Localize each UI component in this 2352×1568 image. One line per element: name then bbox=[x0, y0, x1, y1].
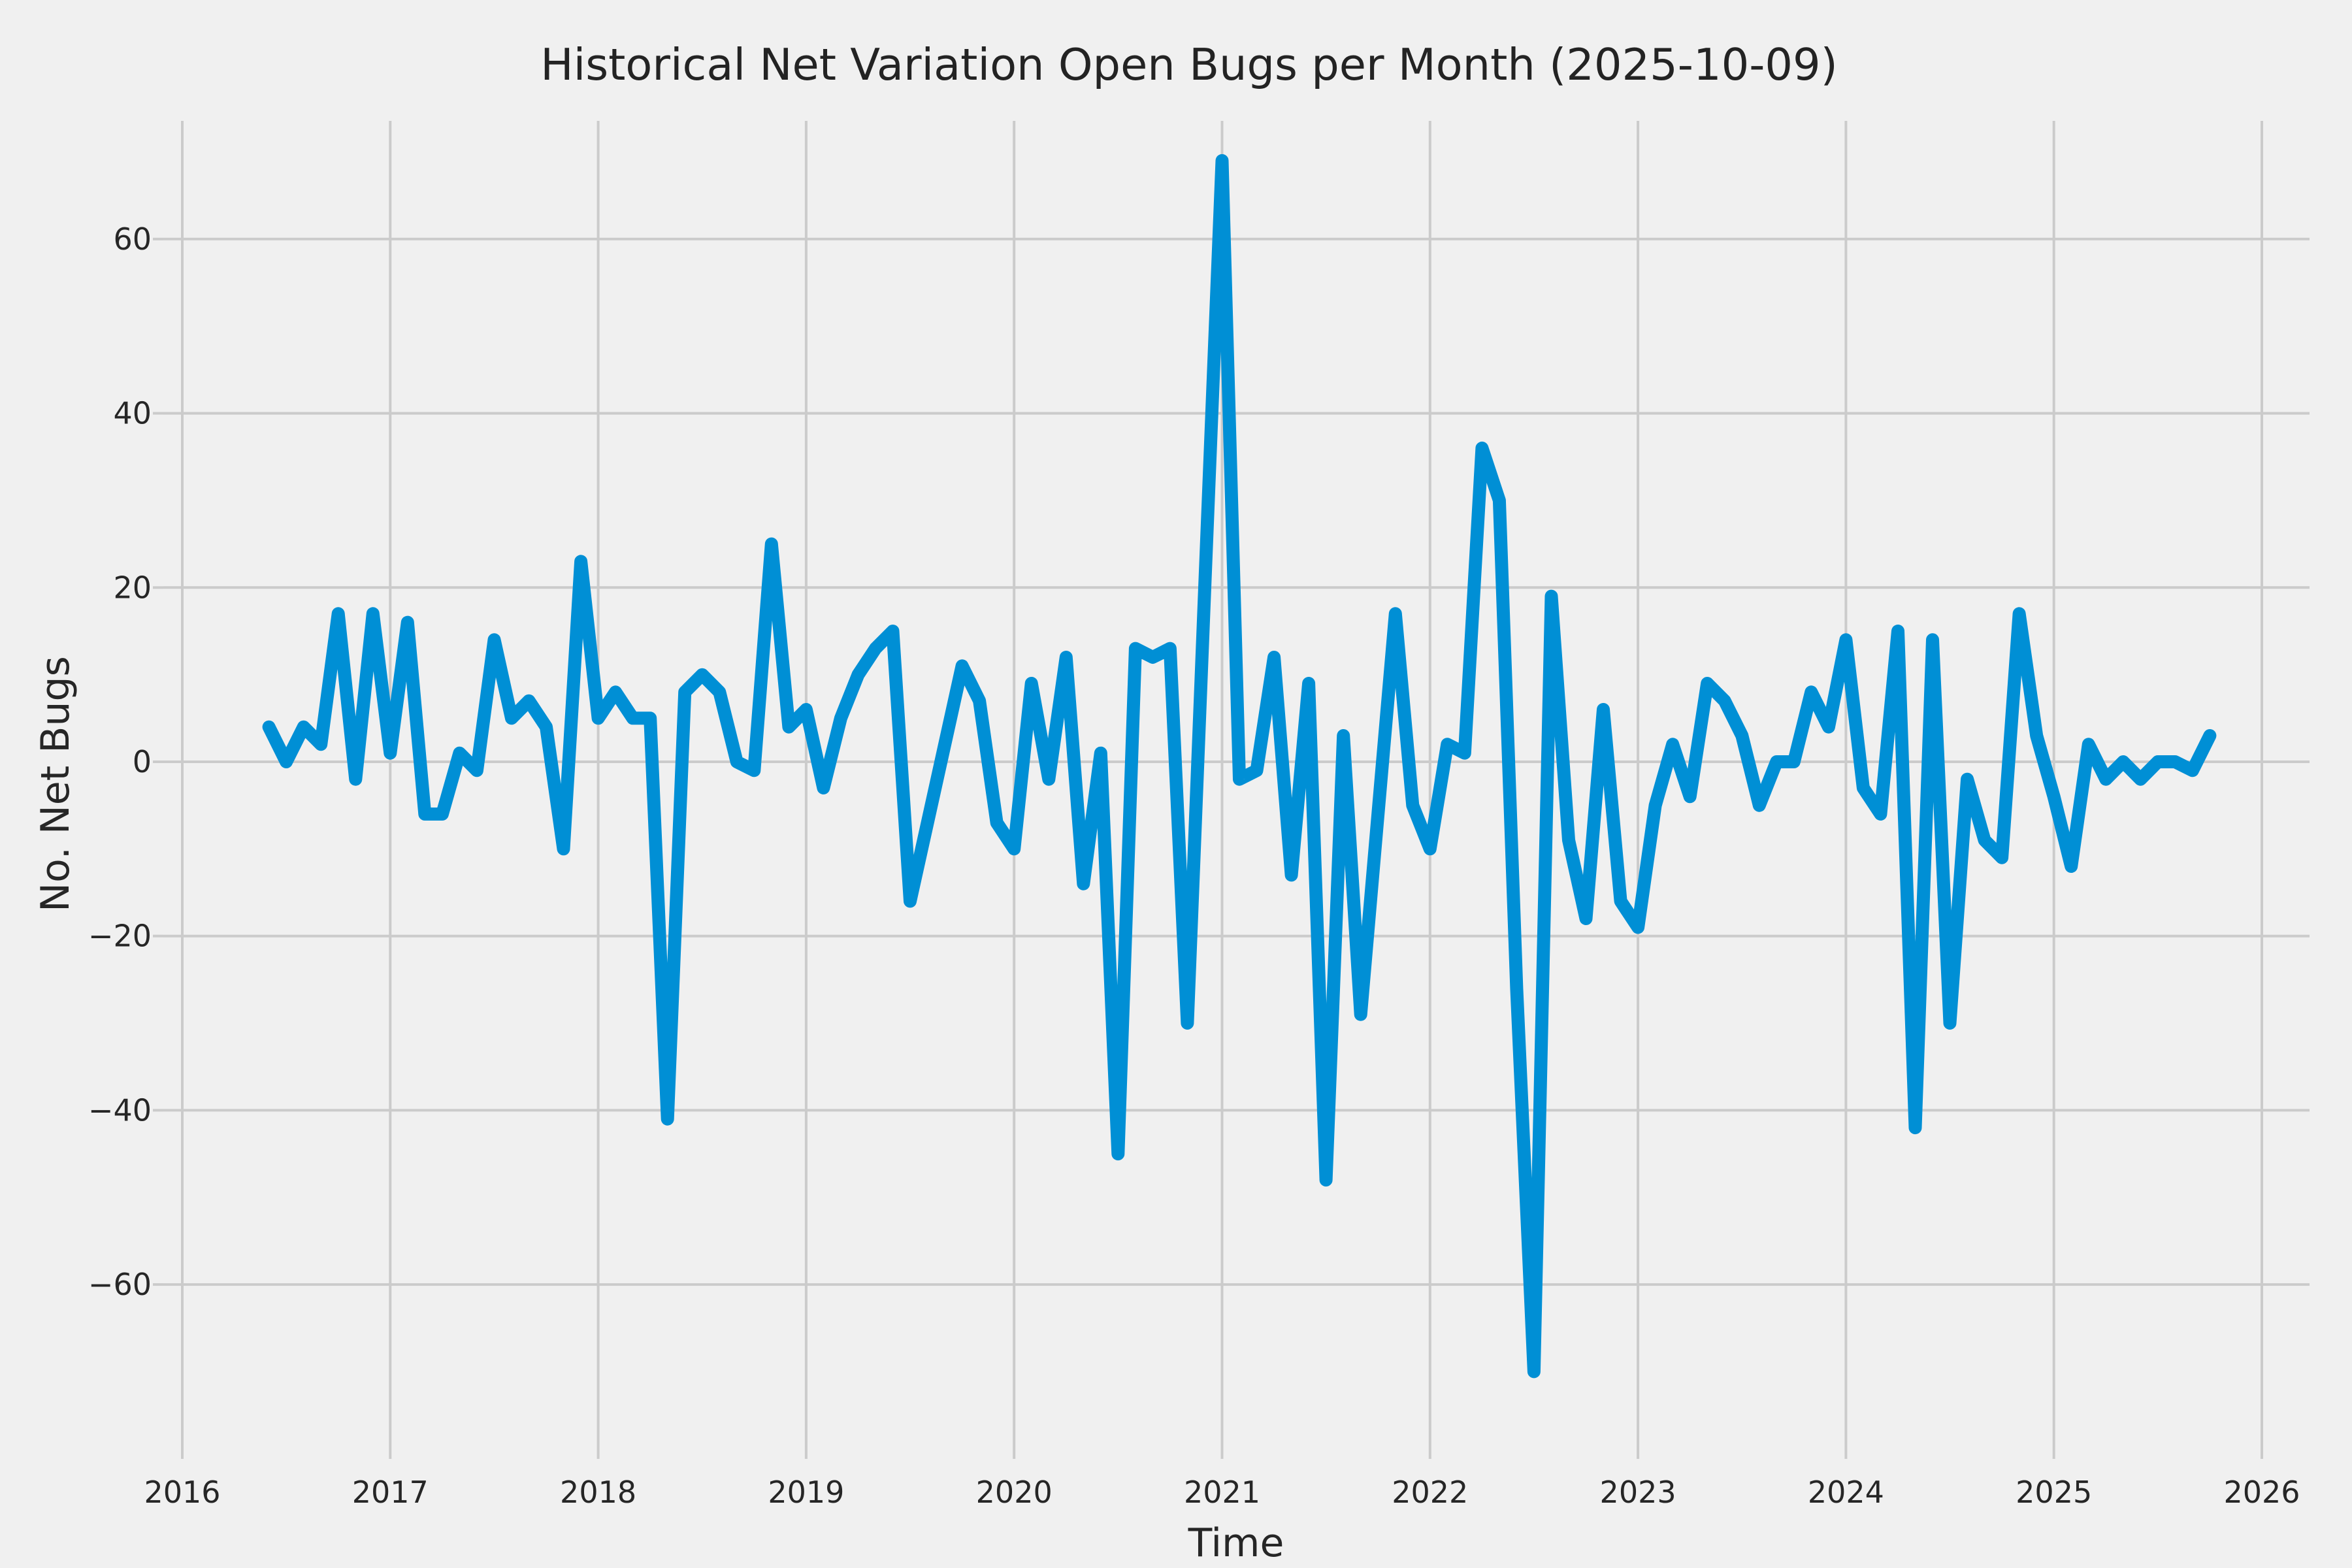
axis-tick-marks bbox=[153, 237, 2263, 1459]
y-tick-label-−60: −60 bbox=[88, 1267, 152, 1302]
y-tick-label-20: 20 bbox=[113, 570, 152, 605]
x-tick-labels: 2016 2017 2018 2019 2020 2021 2022 2023 2024 2025… bbox=[144, 1475, 2300, 1510]
x-tick-label-2019: 2019 bbox=[768, 1475, 844, 1510]
y-axis-label: No. Net Bugs bbox=[33, 656, 78, 912]
y-tick-label-−40: −40 bbox=[88, 1092, 152, 1128]
y-tick-label-−20: −20 bbox=[88, 919, 152, 954]
y-tick-label-0: 0 bbox=[133, 744, 152, 779]
chart-title: Historical Net Variation Open Bugs per M… bbox=[540, 39, 1838, 90]
x-tick-label-2017: 2017 bbox=[352, 1475, 429, 1510]
x-tick-label-2016: 2016 bbox=[144, 1475, 220, 1510]
y-tick-labels: 60 40 20 0 −20 −40 −60 bbox=[88, 221, 152, 1302]
x-tick-label-2020: 2020 bbox=[976, 1475, 1053, 1510]
net-bugs-series-line bbox=[262, 154, 2217, 1379]
x-tick-label-2022: 2022 bbox=[1392, 1475, 1468, 1510]
x-tick-label-2024: 2024 bbox=[1808, 1475, 1884, 1510]
x-tick-label-2023: 2023 bbox=[1600, 1475, 1676, 1510]
y-tick-label-60: 60 bbox=[113, 221, 152, 257]
y-tick-label-40: 40 bbox=[113, 396, 152, 431]
x-tick-label-2018: 2018 bbox=[560, 1475, 636, 1510]
x-tick-label-2025: 2025 bbox=[2016, 1475, 2092, 1510]
x-tick-label-2021: 2021 bbox=[1184, 1475, 1260, 1510]
x-tick-label-2026: 2026 bbox=[2223, 1475, 2300, 1510]
x-axis-label: Time bbox=[1188, 1520, 1284, 1566]
